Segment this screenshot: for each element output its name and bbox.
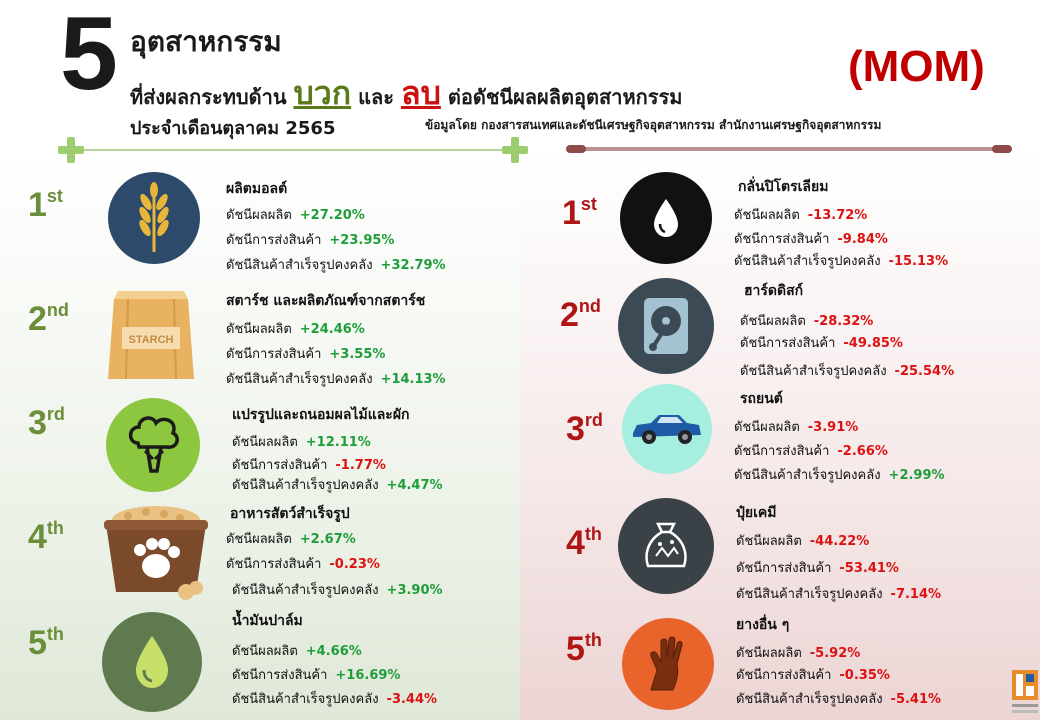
title-prefix: ที่ส่งผลกระทบด้าน [130,85,287,109]
stat-production: ดัชนีผลผลิต +27.20% [226,208,365,223]
rank-label: 5th [28,624,64,662]
negative-panel-background [520,150,1040,720]
title-line-2: ที่ส่งผลกระทบด้าน บวก และ ลบ ต่อดัชนีผลผ… [130,68,682,119]
fertilizer-bag-icon [618,498,714,594]
stat-production: ดัชนีผลผลิต -13.72% [734,208,868,223]
stat-inventory: ดัชนีสินค้าสำเร็จรูปคงคลัง +3.90% [232,583,443,598]
rank-label: 3rd [566,410,603,448]
industry-name: กลั่นปิโตรเลียม [738,179,829,195]
stat-inventory: ดัชนีสินค้าสำเร็จรูปคงคลัง -25.54% [740,364,955,379]
industry-name: อาหารสัตว์สำเร็จรูป [230,506,350,522]
industry-name: ยางอื่น ๆ [736,617,790,633]
industry-name: สตาร์ช และผลิตภัณฑ์จากสตาร์ช [226,293,426,309]
rank-label: 5th [566,630,602,668]
stat-inventory: ดัชนีสินค้าสำเร็จรูปคงคลัง -3.44% [232,692,438,707]
stat-inventory: ดัชนีสินค้าสำเร็จรูปคงคลัง -5.41% [736,692,942,707]
stat-production: ดัชนีผลผลิต +4.66% [232,644,362,659]
stat-inventory: ดัชนีสินค้าสำเร็จรูปคงคลัง -15.13% [734,254,949,269]
stat-production: ดัชนีผลผลิต +12.11% [232,435,371,450]
svg-text:STARCH: STARCH [128,334,173,346]
pet-food-bowl-icon [98,500,214,604]
oie-logo-icon [1000,668,1040,720]
minus-icon [992,145,1012,153]
car-icon [622,384,712,474]
stat-shipment: ดัชนีการส่งสินค้า +23.95% [226,233,395,248]
stat-shipment: ดัชนีการส่งสินค้า -1.77% [232,458,386,473]
header: 5 อุตสาหกรรม ที่ส่งผลกระทบด้าน บวก และ ล… [0,0,1040,150]
stat-shipment: ดัชนีการส่งสินค้า -0.35% [736,668,890,683]
wheat-icon [108,172,200,264]
oil-drop-icon [102,612,202,712]
month-label: ประจำเดือนตุลาคม 2565 [130,118,336,139]
stat-shipment: ดัชนีการส่งสินค้า -0.23% [226,557,380,572]
big-number: 5 [60,0,118,112]
rubber-glove-icon [622,618,714,710]
negative-divider [570,147,1002,151]
stat-shipment: ดัชนีการส่งสินค้า -53.41% [736,561,899,576]
rank-label: 4th [28,518,64,556]
plus-icon [58,137,84,163]
minus-icon [566,145,586,153]
stat-shipment: ดัชนีการส่งสินค้า -9.84% [734,232,888,247]
stat-inventory: ดัชนีสินค้าสำเร็จรูปคงคลัง +32.79% [226,258,446,273]
industry-name: รถยนต์ [740,391,783,407]
starch-bag-icon: STARCH [104,287,198,385]
negative-word: ลบ [400,74,441,112]
positive-divider [70,149,515,151]
stat-inventory: ดัชนีสินค้าสำเร็จรูปคงคลัง +2.99% [734,468,945,483]
broccoli-icon [106,398,200,492]
rank-label: 1st [28,186,63,224]
and-word: และ [358,85,394,109]
stat-shipment: ดัชนีการส่งสินค้า +16.69% [232,668,401,683]
rank-label: 1st [562,194,597,232]
positive-word: บวก [293,74,352,112]
industry-name: ผลิตมอลต์ [226,181,288,197]
title-line-1: อุตสาหกรรม [130,25,282,58]
petroleum-drop-icon [620,172,712,264]
stat-production: ดัชนีผลผลิต +2.67% [226,532,356,547]
stat-inventory: ดัชนีสินค้าสำเร็จรูปคงคลัง +14.13% [226,372,446,387]
industry-name: ปุ๋ยเคมี [736,505,777,521]
industry-name: แปรรูปและถนอมผลไม้และผัก [232,407,410,423]
plus-icon [502,137,528,163]
source-credit: ข้อมูลโดย กองสารสนเทศและดัชนีเศรษฐกิจอุต… [425,118,882,132]
stat-production: ดัชนีผลผลิต +24.46% [226,322,365,337]
stat-production: ดัชนีผลผลิต -5.92% [736,646,861,661]
stat-inventory: ดัชนีสินค้าสำเร็จรูปคงคลัง -7.14% [736,587,942,602]
industry-name: ฮาร์ดดิสก์ [744,283,804,299]
stat-production: ดัชนีผลผลิต -44.22% [736,534,870,549]
rank-label: 2nd [28,300,69,338]
rank-label: 3rd [28,404,65,442]
rank-label: 4th [566,524,602,562]
hard-disk-icon [618,278,714,374]
stat-production: ดัชนีผลผลิต -3.91% [734,420,859,435]
title-suffix: ต่อดัชนีผลผลิตอุตสาหกรรม [447,85,683,109]
stat-shipment: ดัชนีการส่งสินค้า -2.66% [734,444,888,459]
stat-production: ดัชนีผลผลิต -28.32% [740,314,874,329]
mom-label: (MOM) [848,42,985,91]
stat-shipment: ดัชนีการส่งสินค้า -49.85% [740,336,903,351]
positive-panel-background [0,150,520,720]
rank-label: 2nd [560,296,601,334]
stat-inventory: ดัชนีสินค้าสำเร็จรูปคงคลัง +4.47% [232,478,443,493]
stat-shipment: ดัชนีการส่งสินค้า +3.55% [226,347,386,362]
industry-name: น้ำมันปาล์ม [232,613,303,629]
